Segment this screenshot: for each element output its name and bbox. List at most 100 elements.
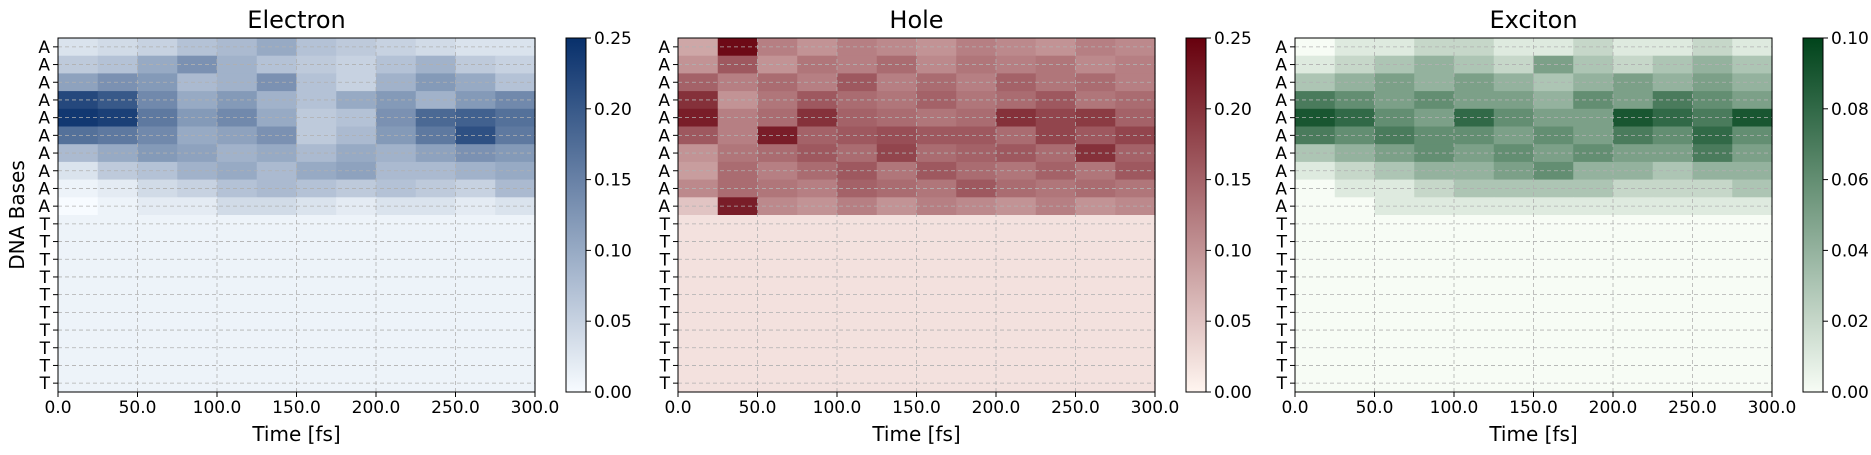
heatmap-cell xyxy=(678,161,719,181)
heatmap-cell xyxy=(797,197,838,216)
heatmap-cell xyxy=(956,108,997,128)
heatmap-cell xyxy=(1454,179,1495,198)
x-tick-label: 200.0 xyxy=(972,398,1021,418)
heatmap-cell xyxy=(1652,268,1694,287)
heatmap-cell xyxy=(1652,108,1694,128)
x-tick-label: 100.0 xyxy=(813,398,862,418)
y-tick-label: A xyxy=(658,162,670,182)
heatmap-cell xyxy=(1414,250,1455,269)
heatmap-cell xyxy=(1075,55,1116,74)
heatmap-cell xyxy=(837,179,878,198)
heatmap-cell xyxy=(415,144,457,163)
heatmap-cell xyxy=(1573,197,1614,216)
grid-lines xyxy=(58,38,535,392)
heatmap-cell xyxy=(1652,38,1694,57)
heatmap-cell xyxy=(177,356,218,375)
x-tick-label: 50.0 xyxy=(1356,398,1394,418)
heatmap-cell xyxy=(1533,55,1574,74)
heatmap-cell xyxy=(1414,303,1455,322)
heatmap-cell xyxy=(336,232,377,251)
colorbar: 0.00 0.05 0.10 0.15 0.20 0.25 xyxy=(565,29,632,403)
x-axis-label: Time [fs] xyxy=(251,422,340,446)
heatmap-cell xyxy=(916,374,957,393)
heatmap-cell xyxy=(415,179,457,198)
heatmap-cell xyxy=(1454,38,1495,57)
heatmap-cell xyxy=(916,250,957,269)
heatmap-cell xyxy=(837,268,878,287)
heatmap-cell xyxy=(177,197,218,216)
heatmap-cell xyxy=(916,161,957,181)
heatmap-cell xyxy=(1035,179,1077,198)
x-tick-label: 300.0 xyxy=(511,398,560,418)
heatmap-cell xyxy=(455,108,496,128)
heatmap-cell xyxy=(336,268,377,287)
heatmap-cell xyxy=(1533,374,1574,393)
heatmap-cell xyxy=(1414,126,1455,145)
heatmap-cell xyxy=(956,321,997,340)
heatmap-cell xyxy=(415,356,457,375)
heatmap-cell xyxy=(797,179,838,198)
y-tick-label: A xyxy=(658,73,670,93)
colorbar-tick-label: 0.02 xyxy=(1831,312,1869,332)
heatmap-cell xyxy=(956,38,997,57)
heatmap-cell xyxy=(956,126,997,145)
heatmap-cell xyxy=(1692,268,1733,287)
y-tick-label: A xyxy=(658,38,670,58)
heatmap-cell xyxy=(1295,73,1336,92)
heatmap-cell xyxy=(916,108,957,128)
heatmap-cell xyxy=(455,197,496,216)
heatmap-cell xyxy=(217,268,258,287)
heatmap-cell xyxy=(678,197,719,216)
heatmap-cell xyxy=(296,232,337,251)
heatmap-cell xyxy=(1652,126,1694,145)
heatmap-cell xyxy=(1454,108,1495,128)
heatmap-cell xyxy=(336,285,377,305)
heatmap-cell xyxy=(1652,73,1694,92)
heatmap-cell xyxy=(1533,197,1574,216)
colorbar-tick-label: 0.10 xyxy=(1214,241,1252,261)
colorbar-tick-label: 0.15 xyxy=(1214,171,1252,191)
heatmap-cell xyxy=(217,215,258,234)
heatmap-cell xyxy=(1533,250,1574,269)
heatmap-cell xyxy=(797,126,838,145)
y-tick-label: T xyxy=(1276,215,1288,235)
heatmap-cell xyxy=(1573,179,1614,198)
heatmap-cell xyxy=(1692,285,1733,305)
heatmap-cell xyxy=(415,55,457,74)
heatmap-cell xyxy=(916,38,957,57)
heatmap-cell xyxy=(678,250,719,269)
heatmap-cell xyxy=(1075,91,1116,110)
heatmap-cell xyxy=(336,321,377,340)
heatmap-cell xyxy=(1652,215,1694,234)
heatmap-cell xyxy=(1573,38,1614,57)
heatmap-cell xyxy=(1414,374,1455,393)
heatmap-cell xyxy=(336,161,377,181)
heatmap-cell xyxy=(1414,91,1455,110)
heatmap-cell xyxy=(1692,126,1733,145)
heatmap-cell xyxy=(797,91,838,110)
y-tick-label: T xyxy=(659,268,671,288)
heatmap-cell xyxy=(1075,338,1116,358)
heatmap-cell xyxy=(837,91,878,110)
heatmap-cell xyxy=(1075,374,1116,393)
heatmap-cell xyxy=(1414,161,1455,181)
heatmap-cell xyxy=(1692,250,1733,269)
heatmap-cell xyxy=(1414,55,1455,74)
y-tick-label: T xyxy=(1276,339,1288,359)
heatmap-cell xyxy=(1652,55,1694,74)
heatmap-cell xyxy=(916,179,957,198)
y-tick-label: A xyxy=(38,179,50,199)
heatmap-cell xyxy=(336,197,377,216)
heatmap-cell xyxy=(1295,356,1336,375)
heatmap-cell xyxy=(336,374,377,393)
heatmap-cell xyxy=(336,55,377,74)
heatmap-cell xyxy=(1454,374,1495,393)
y-tick-label: A xyxy=(38,126,50,146)
heatmap-cell xyxy=(1295,161,1336,181)
heatmap-cell xyxy=(1454,215,1495,234)
x-axis-label: Time [fs] xyxy=(1488,422,1577,446)
heatmap-cell xyxy=(916,91,957,110)
heatmap-cell xyxy=(177,179,218,198)
heatmap-cell xyxy=(177,73,218,92)
heatmap-cell xyxy=(1692,179,1733,198)
